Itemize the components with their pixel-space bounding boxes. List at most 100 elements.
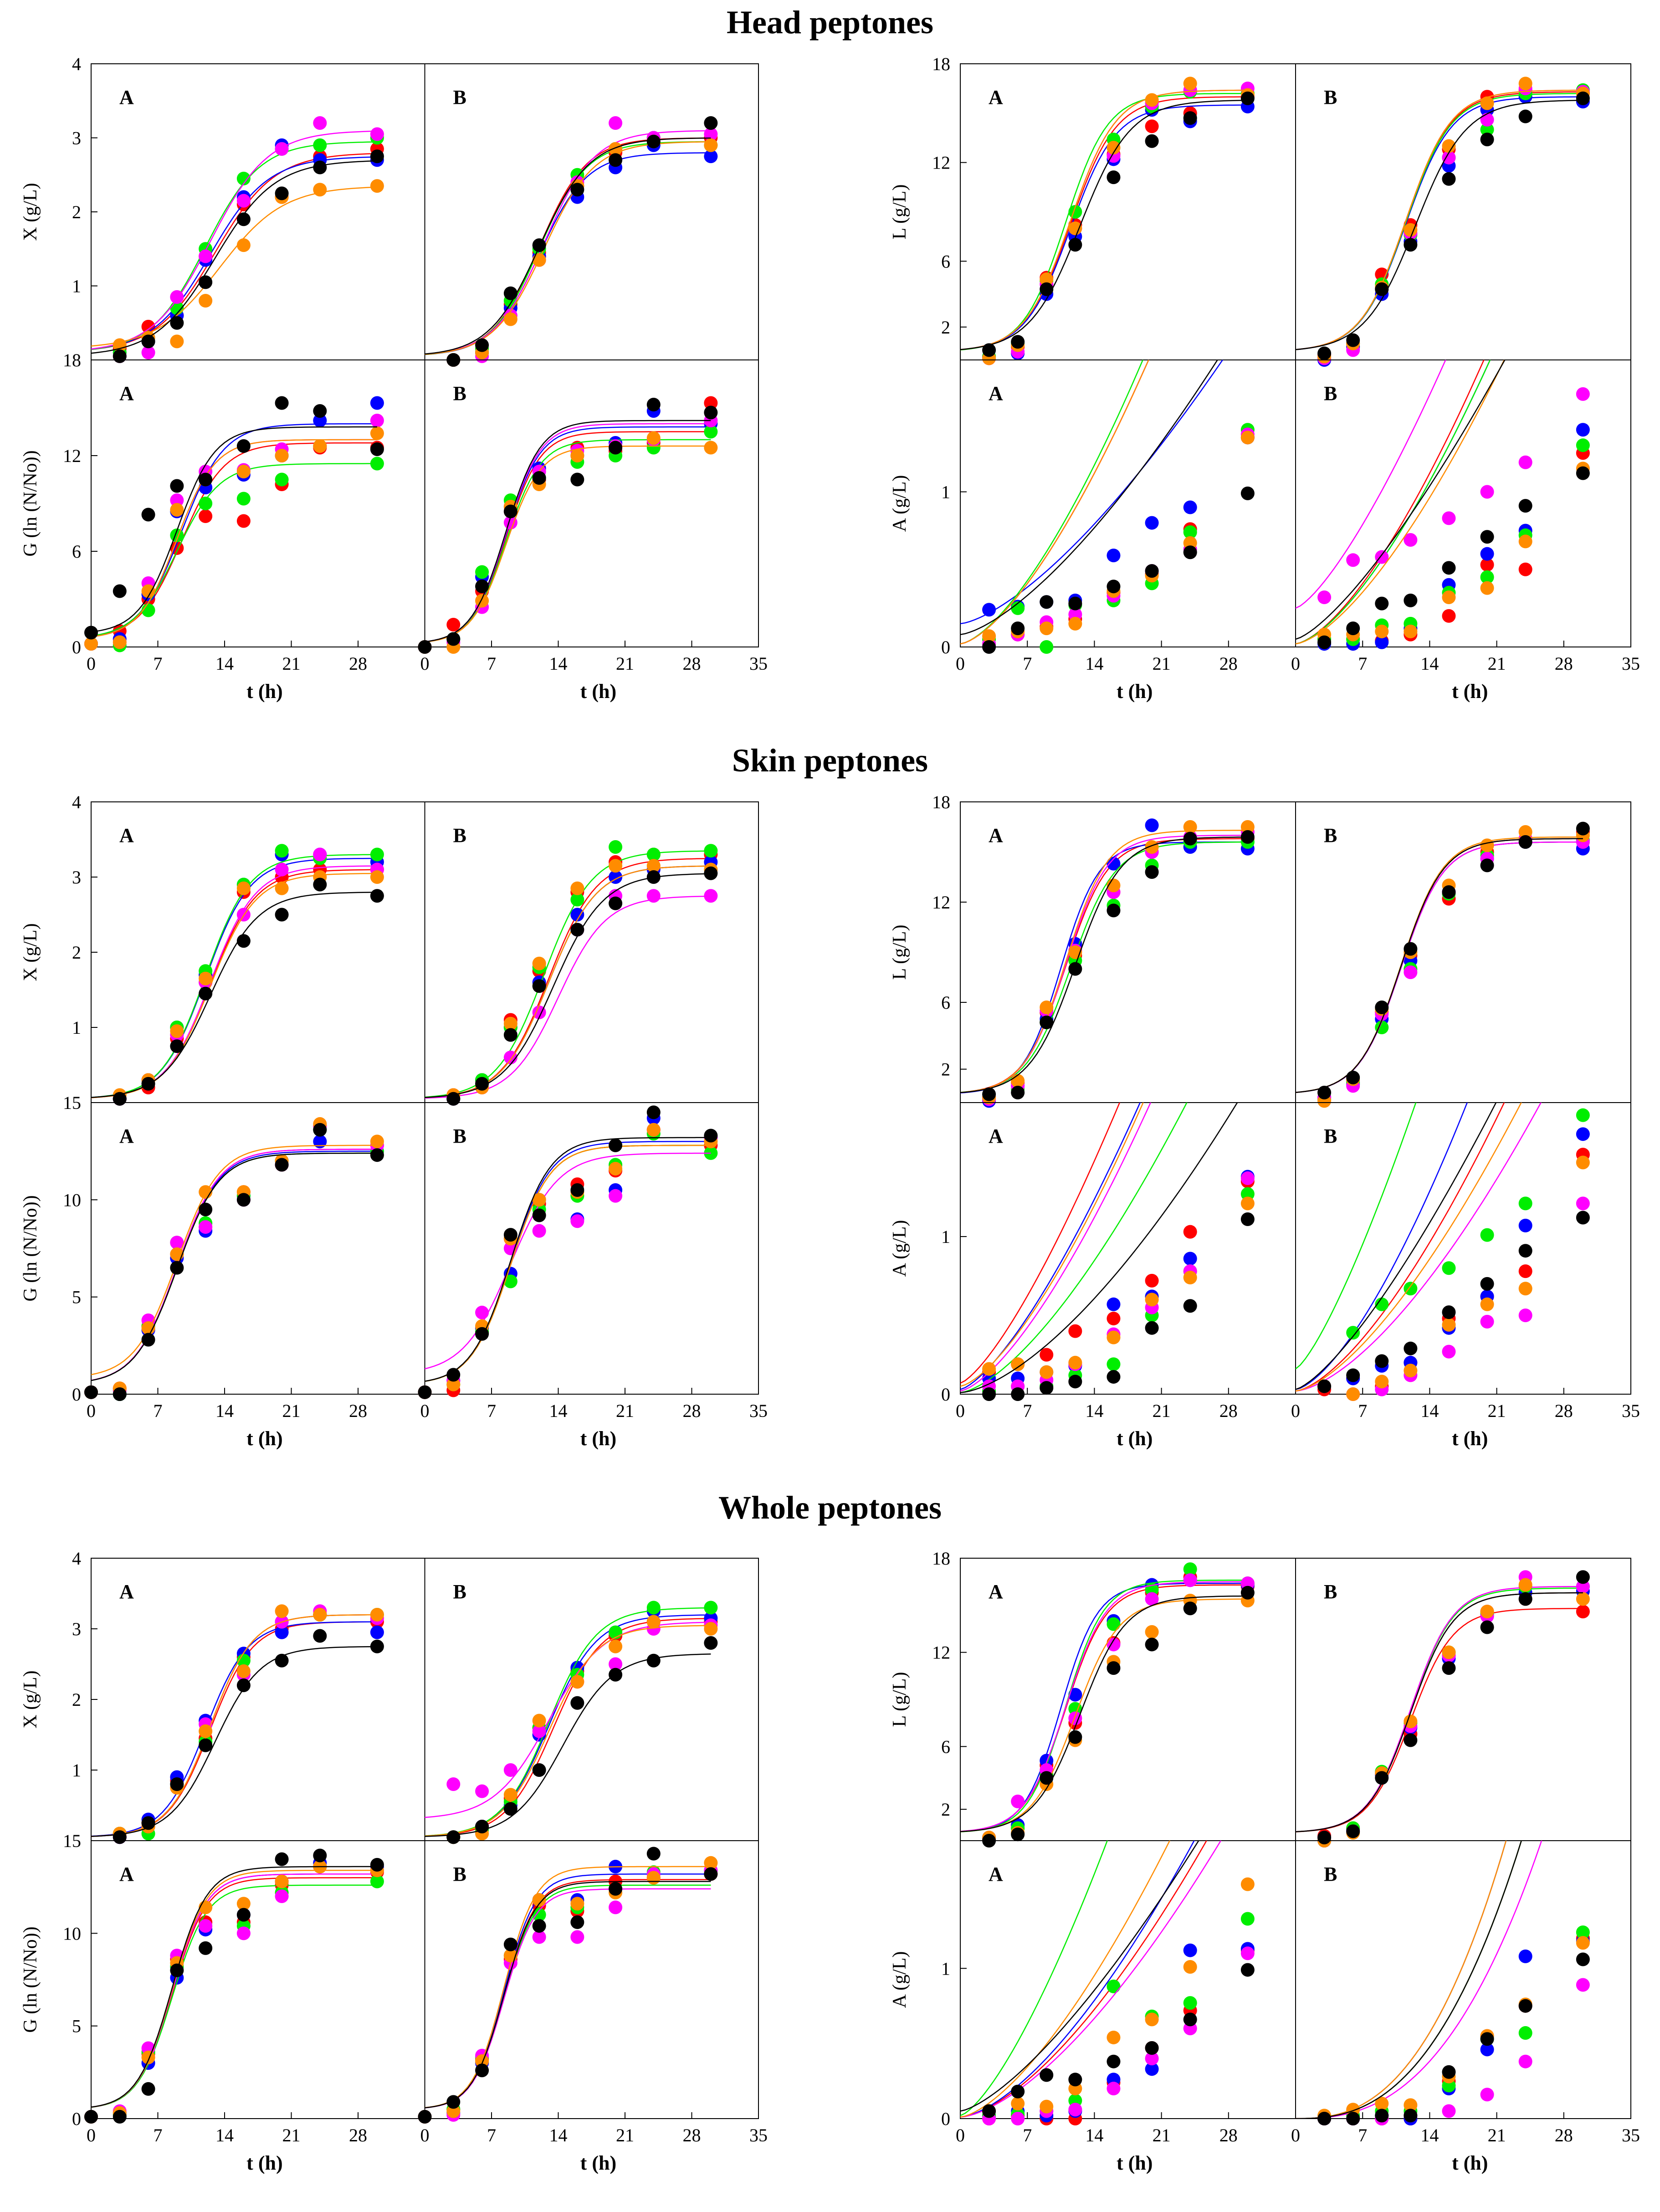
data-point-black-head-x	[113, 349, 127, 363]
data-point-orange-whole-x	[275, 1604, 289, 1618]
data-point-magenta-whole-a	[1107, 2082, 1121, 2096]
fit-line-green-skin-a	[1296, 1103, 1417, 1370]
data-point-orange-whole-x	[532, 1714, 546, 1728]
data-point-black-skin-g	[646, 1105, 661, 1119]
data-point-magenta-head-g	[170, 493, 184, 507]
panel-label-whole-a: A	[989, 1863, 1003, 1885]
x-axis-label-skin-g: t (h)	[580, 1427, 616, 1450]
data-point-black-head-a	[1480, 530, 1494, 544]
fit-line-magenta-whole-a	[960, 1841, 1222, 2118]
fit-line-red-whole-a	[1296, 1841, 1522, 2119]
data-point-black-skin-g	[570, 1183, 584, 1197]
x-tick-label-skin-g: 0	[420, 1401, 430, 1421]
data-point-green-skin-l	[1375, 1021, 1389, 1034]
fit-line-magenta-whole-x	[425, 1622, 711, 1818]
data-point-black-head-g	[236, 439, 251, 453]
data-point-orange-skin-x	[532, 956, 546, 970]
fit-line-red-whole-g	[91, 1877, 377, 2108]
data-point-magenta-whole-x	[532, 1724, 546, 1738]
fit-line-red-head-a	[1296, 360, 1485, 645]
data-point-magenta-skin-x	[704, 889, 718, 903]
data-point-black-whole-g	[84, 2109, 98, 2124]
fit-line-magenta-skin-x	[425, 895, 711, 1099]
data-point-orange-head-x	[503, 312, 517, 326]
data-point-black-whole-x	[446, 1830, 461, 1844]
data-point-black-whole-l	[1375, 1771, 1389, 1785]
x-tick-label-head-a: 28	[1555, 653, 1573, 674]
data-point-green-skin-a	[1576, 1108, 1590, 1122]
data-point-black-head-g	[704, 405, 718, 420]
data-point-green-skin-x	[370, 847, 384, 862]
fit-line-black-head-l	[1296, 99, 1583, 350]
data-point-black-skin-l	[1442, 885, 1456, 899]
data-point-black-skin-x	[446, 1092, 461, 1106]
data-point-black-skin-x	[275, 908, 289, 922]
data-point-magenta-whole-a	[1011, 2112, 1025, 2125]
fit-line-blue-whole-l	[960, 1582, 1248, 1832]
data-point-black-head-a	[1040, 595, 1054, 609]
fit-line-red-skin-g	[91, 1149, 377, 1381]
x-tick-label-head-g: 14	[549, 653, 568, 674]
y-tick-label-head-g: 12	[63, 446, 81, 466]
data-point-black-whole-a	[1346, 2112, 1360, 2125]
data-point-black-head-g	[370, 442, 384, 456]
data-point-magenta-skin-g	[170, 1236, 184, 1250]
data-point-black-head-g	[475, 580, 489, 593]
fit-line-magenta-head-g	[91, 439, 377, 637]
data-point-magenta-whole-l	[1240, 1576, 1255, 1591]
data-point-orange-skin-x	[236, 881, 251, 895]
data-point-orange-skin-g	[370, 1134, 384, 1149]
data-point-black-skin-x	[113, 1092, 127, 1106]
x-tick-label-whole-g: 0	[87, 2125, 96, 2145]
fit-line-black-whole-g	[91, 1866, 377, 2108]
y-tick-label-head-a: 1	[941, 482, 950, 502]
x-tick-label-whole-a: 21	[1153, 2125, 1171, 2145]
data-point-black-skin-l	[982, 1087, 996, 1101]
data-point-green-head-g	[370, 457, 384, 471]
data-point-magenta-skin-l	[1404, 965, 1418, 979]
data-point-blue-skin-a	[1518, 1218, 1532, 1232]
x-tick-label-whole-a: 14	[1085, 2125, 1103, 2145]
x-axis-label-skin-g: t (h)	[246, 1427, 282, 1450]
data-point-magenta-whole-g	[570, 1930, 584, 1944]
data-point-magenta-skin-g	[609, 1189, 623, 1203]
data-point-green-head-x	[236, 171, 251, 185]
data-point-orange-whole-g	[646, 1871, 661, 1885]
data-point-black-skin-x	[570, 923, 584, 937]
data-point-blue-skin-a	[1183, 1252, 1197, 1266]
y-axis-label-skin-a: A (g/L)	[889, 1220, 910, 1277]
x-tick-label-skin-g: 28	[683, 1401, 701, 1421]
data-point-blue-head-a	[1183, 500, 1197, 514]
data-point-black-whole-a	[1576, 1952, 1590, 1966]
fit-line-black-whole-l	[960, 1595, 1248, 1832]
data-point-magenta-head-x	[370, 127, 384, 141]
fit-line-blue-head-x	[425, 152, 711, 355]
fit-line-green-whole-x	[425, 1607, 711, 1837]
x-tick-label-whole-g: 35	[749, 2125, 768, 2145]
data-point-black-whole-l	[1068, 1730, 1082, 1744]
data-point-black-skin-g	[113, 1387, 127, 1401]
data-point-magenta-whole-l	[1183, 1573, 1197, 1587]
fit-line-green-whole-g	[425, 1884, 711, 2109]
data-point-orange-skin-a	[1404, 1364, 1418, 1378]
panel-label-whole-l: B	[1324, 1581, 1337, 1603]
x-tick-label-whole-g: 28	[349, 2125, 367, 2145]
data-point-orange-skin-l	[1480, 838, 1494, 852]
data-point-black-whole-l	[1107, 1661, 1121, 1675]
data-point-orange-whole-a	[1040, 2099, 1054, 2114]
data-point-black-whole-x	[609, 1668, 623, 1682]
panel-label-skin-g: B	[453, 1125, 466, 1147]
data-point-red-skin-a	[1040, 1348, 1054, 1362]
data-point-black-head-a	[1240, 486, 1255, 500]
data-point-magenta-whole-x	[475, 1784, 489, 1798]
data-point-black-whole-g	[141, 2082, 155, 2096]
fit-line-blue-skin-g	[425, 1141, 711, 1382]
data-point-black-head-a	[1011, 621, 1025, 636]
fit-line-magenta-skin-g	[425, 1152, 711, 1370]
fit-line-black-whole-g	[425, 1881, 711, 2109]
data-point-black-whole-x	[236, 1678, 251, 1692]
data-point-green-head-a	[1183, 525, 1197, 539]
data-point-black-head-l	[1107, 170, 1121, 185]
data-point-orange-head-a	[1442, 590, 1456, 605]
y-tick-label-skin-x: 3	[72, 867, 81, 888]
